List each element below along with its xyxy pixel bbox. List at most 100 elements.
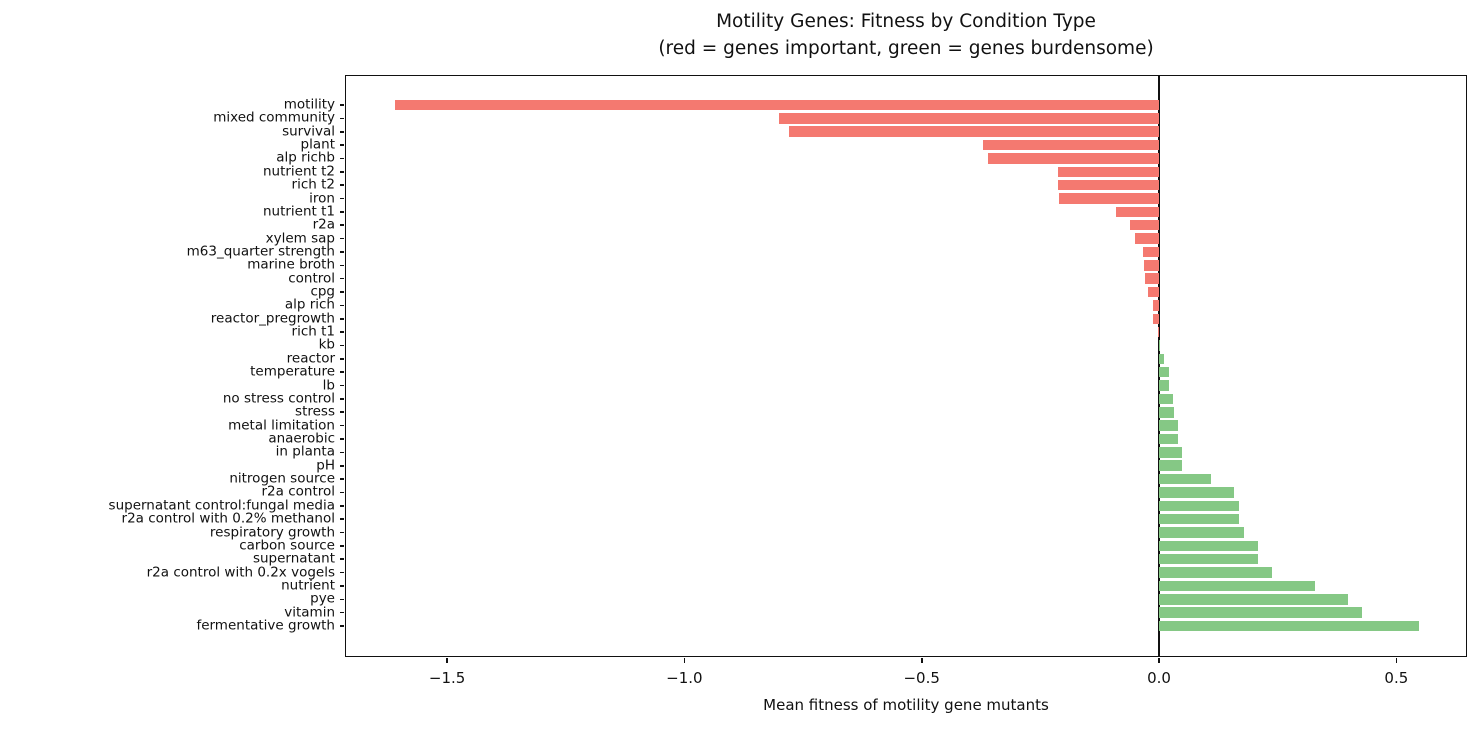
zero-line	[1158, 76, 1161, 656]
y-axis-label: reactor_pregrowth	[210, 310, 335, 327]
y-axis-tick	[340, 545, 344, 547]
bar	[1134, 233, 1160, 244]
bar	[1058, 179, 1159, 191]
x-axis-tick	[1395, 658, 1398, 663]
bar	[788, 126, 1159, 137]
y-axis-tick	[340, 598, 344, 601]
plot-area: motility mixed community survival plant alp …	[109, 75, 1467, 687]
y-axis-tick	[340, 171, 344, 173]
y-axis-label: carbon source	[239, 537, 335, 554]
y-axis-label: motility	[283, 96, 335, 113]
y-axis-tick	[340, 197, 344, 200]
y-axis-label: r2a	[312, 216, 335, 233]
bar	[1159, 607, 1363, 618]
y-axis-label: fermentative growth	[196, 617, 335, 634]
y-axis-tick	[340, 317, 344, 320]
y-axis-label: cpg	[310, 283, 335, 300]
y-axis-label: plant	[300, 136, 335, 153]
y-axis-label: no stress control	[222, 390, 335, 407]
bar	[1153, 313, 1159, 324]
bar	[1159, 420, 1178, 431]
y-axis-tick	[340, 625, 344, 627]
y-axis-label: rich t2	[291, 176, 335, 193]
y-axis-tick	[340, 451, 344, 454]
x-axis-tick-label: 0.0	[1147, 669, 1171, 687]
y-axis-tick	[340, 211, 344, 213]
y-axis-label: nutrient	[281, 577, 335, 594]
y-axis-tick	[340, 291, 344, 293]
bar	[1159, 407, 1175, 418]
y-axis-label: nitrogen source	[229, 470, 335, 487]
x-axis-tick-label: −1.0	[666, 669, 703, 687]
bar	[1159, 527, 1244, 538]
y-axis-label: alp rich	[284, 296, 335, 313]
y-axis-tick	[340, 438, 344, 440]
y-axis-tick	[340, 371, 344, 373]
y-axis-tick	[340, 611, 344, 614]
y-axis-label: nutrient t1	[262, 203, 335, 220]
bar	[1159, 380, 1169, 391]
x-axis-label: Mean fitness of motility gene mutants	[763, 696, 1049, 714]
y-axis-tick	[340, 505, 344, 507]
y-axis-label: survival	[282, 123, 335, 140]
y-axis-label: m63_quarter strength	[186, 243, 335, 260]
y-axis-label: kb	[318, 336, 335, 353]
bar	[1159, 594, 1348, 605]
y-axis-label: anaerobic	[268, 430, 335, 447]
y-axis-tick	[340, 424, 344, 427]
y-axis-label: r2a control	[261, 483, 336, 500]
y-axis-label: reactor	[286, 350, 335, 367]
x-axis-tick	[920, 658, 923, 663]
x-axis-tick-label: 0.5	[1384, 669, 1409, 687]
bar	[1159, 473, 1212, 485]
y-axis-tick	[340, 571, 344, 574]
y-axis-tick	[340, 117, 344, 120]
bar	[1142, 246, 1159, 258]
y-axis-label: r2a control with 0.2% methanol	[121, 510, 335, 527]
y-axis-label: temperature	[250, 363, 335, 380]
bar	[1159, 513, 1239, 525]
bar	[1159, 567, 1272, 578]
y-axis-tick	[340, 277, 344, 280]
y-axis-label: vitamin	[284, 604, 335, 621]
y-axis-label: nutrient t2	[262, 163, 335, 180]
bar	[1159, 393, 1174, 405]
chart-title-line2: (red = genes important, green = genes bu…	[658, 38, 1154, 59]
bar	[1147, 286, 1160, 298]
x-axis-tick	[683, 658, 686, 663]
y-axis-tick	[340, 518, 344, 520]
y-axis-label: control	[288, 270, 335, 287]
bar	[1144, 273, 1160, 284]
x-axis-tick-label: −0.5	[903, 669, 940, 687]
y-axis-tick	[340, 384, 344, 387]
y-axis-label: r2a control with 0.2x vogels	[146, 564, 335, 581]
y-axis-tick	[340, 585, 344, 587]
bar	[1159, 553, 1259, 565]
bar	[1159, 500, 1239, 512]
y-axis-tick	[340, 358, 344, 360]
y-axis-tick	[340, 558, 344, 561]
y-axis-tick	[340, 531, 344, 534]
chart-title-line1: Motility Genes: Fitness by Condition Typ…	[716, 11, 1096, 32]
bar	[779, 113, 1159, 124]
y-axis-tick	[340, 237, 344, 240]
bar	[394, 99, 1159, 111]
y-axis-tick	[340, 478, 344, 480]
bar	[1159, 366, 1169, 378]
y-axis-label: metal limitation	[228, 417, 335, 434]
y-axis-label: mixed community	[213, 109, 335, 126]
x-axis-tick	[446, 658, 448, 663]
y-axis-tick	[340, 104, 344, 106]
y-axis-label: rich t1	[291, 323, 335, 340]
bar	[1143, 260, 1160, 271]
chart-title: Motility Genes: Fitness by Condition Typ…	[345, 8, 1467, 62]
bar	[1158, 326, 1159, 338]
y-axis-tick	[340, 331, 344, 333]
y-axis-tick	[340, 411, 344, 414]
y-axis-label: iron	[309, 190, 335, 207]
bar	[988, 153, 1160, 164]
y-axis-label: respiratory growth	[209, 524, 335, 541]
bar	[1115, 206, 1160, 218]
y-axis-tick	[340, 264, 344, 267]
